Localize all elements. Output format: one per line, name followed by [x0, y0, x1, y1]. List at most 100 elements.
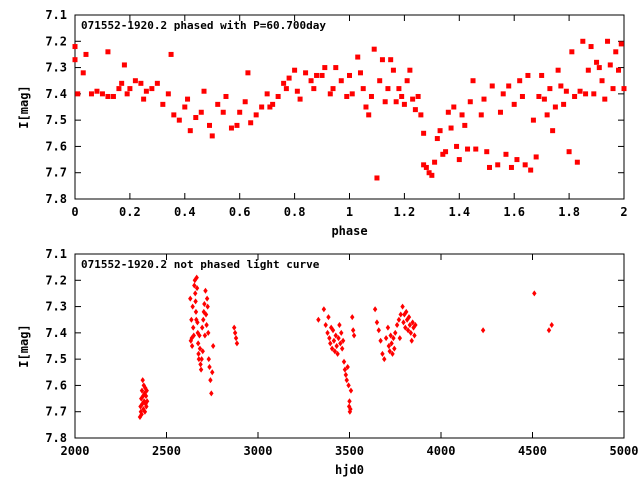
data-point [124, 91, 130, 97]
data-point [536, 93, 542, 99]
data-point [423, 164, 429, 170]
data-point [165, 91, 171, 97]
data-point [322, 65, 328, 71]
data-point [204, 295, 210, 302]
x-tick-label: 5000 [610, 444, 639, 458]
x-tick-label: 4000 [427, 444, 456, 458]
data-point [539, 72, 545, 78]
data-point [374, 319, 380, 326]
data-point [200, 348, 205, 355]
y-tick-label: 7.8 [45, 431, 67, 445]
y-tick-label: 7.7 [45, 405, 67, 419]
x-tick-label: 2000 [61, 444, 90, 458]
data-point [550, 128, 556, 134]
data-point [437, 128, 443, 134]
data-point [596, 65, 602, 71]
data-point [327, 335, 332, 342]
data-point [323, 321, 328, 328]
data-point [532, 290, 537, 297]
data-point [448, 125, 454, 131]
data-point [294, 88, 300, 94]
data-point [116, 86, 122, 92]
data-point [339, 329, 344, 336]
data-point [138, 80, 144, 86]
x-tick-label: 2500 [152, 444, 181, 458]
data-point [144, 387, 149, 394]
data-point [105, 93, 111, 99]
data-point [202, 300, 207, 307]
phased-chart: 0 0.2 0.4 0.6 0.8 1 1.2 1.4 1.6 1.8 2 7.1 7.2 7.3 7.4 7… [17, 8, 628, 238]
data-point [199, 356, 204, 363]
y-tick-label: 7.3 [45, 300, 67, 314]
data-point [297, 96, 303, 102]
data-point [407, 321, 413, 328]
data-point [528, 167, 534, 173]
data-point [182, 104, 188, 110]
data-point [388, 57, 394, 63]
data-point [194, 285, 200, 292]
data-point [566, 149, 572, 155]
data-point [201, 88, 207, 94]
data-point [168, 51, 174, 57]
data-point [143, 400, 148, 407]
plot-frame [74, 14, 625, 200]
data-point [443, 149, 449, 155]
data-point [404, 308, 409, 315]
data-point [405, 327, 411, 334]
data-point [325, 329, 330, 336]
data-point [552, 104, 558, 110]
data-point [194, 274, 199, 281]
data-point [393, 329, 398, 336]
data-point [376, 327, 381, 334]
data-point [332, 348, 338, 355]
data-point [429, 172, 435, 178]
x-tick-label: 0 [71, 205, 78, 219]
data-point [519, 93, 525, 99]
data-point [206, 356, 211, 363]
data-point [489, 83, 495, 89]
y-axis-label: I[mag] [17, 85, 31, 128]
data-point [572, 93, 578, 99]
data-point [259, 104, 265, 110]
data-point [407, 67, 413, 73]
data-point [348, 387, 354, 394]
data-point [602, 96, 608, 102]
data-point [350, 327, 356, 334]
data-point [283, 86, 289, 92]
data-point [465, 146, 471, 152]
data-point [132, 78, 138, 84]
data-point [232, 329, 238, 336]
data-point [201, 316, 206, 323]
x-tick-label: 1.4 [448, 205, 470, 219]
data-point [176, 117, 182, 123]
data-point [72, 57, 78, 63]
data-point [607, 62, 613, 68]
data-point [335, 350, 340, 357]
data-point [303, 70, 309, 76]
data-point [408, 329, 414, 336]
data-point [541, 96, 547, 102]
data-point [530, 117, 536, 123]
data-point [454, 143, 460, 149]
data-point [382, 356, 387, 363]
data-point [403, 324, 408, 331]
data-point [105, 49, 111, 55]
data-point [139, 395, 144, 402]
y-tick-label: 7.2 [45, 273, 67, 287]
data-point [193, 115, 199, 121]
data-point [467, 99, 473, 105]
data-point [245, 70, 251, 76]
data-point [204, 321, 209, 328]
x-tick-label: 1.6 [503, 205, 525, 219]
data-point [393, 99, 399, 105]
data-point [121, 62, 127, 68]
data-point [154, 80, 160, 86]
x-tick-label: 3500 [335, 444, 364, 458]
y-tick-label: 7.4 [45, 326, 67, 340]
data-point [350, 314, 355, 321]
data-point [391, 335, 396, 342]
data-point [281, 80, 287, 86]
data-point [613, 49, 619, 55]
data-point [99, 91, 105, 97]
